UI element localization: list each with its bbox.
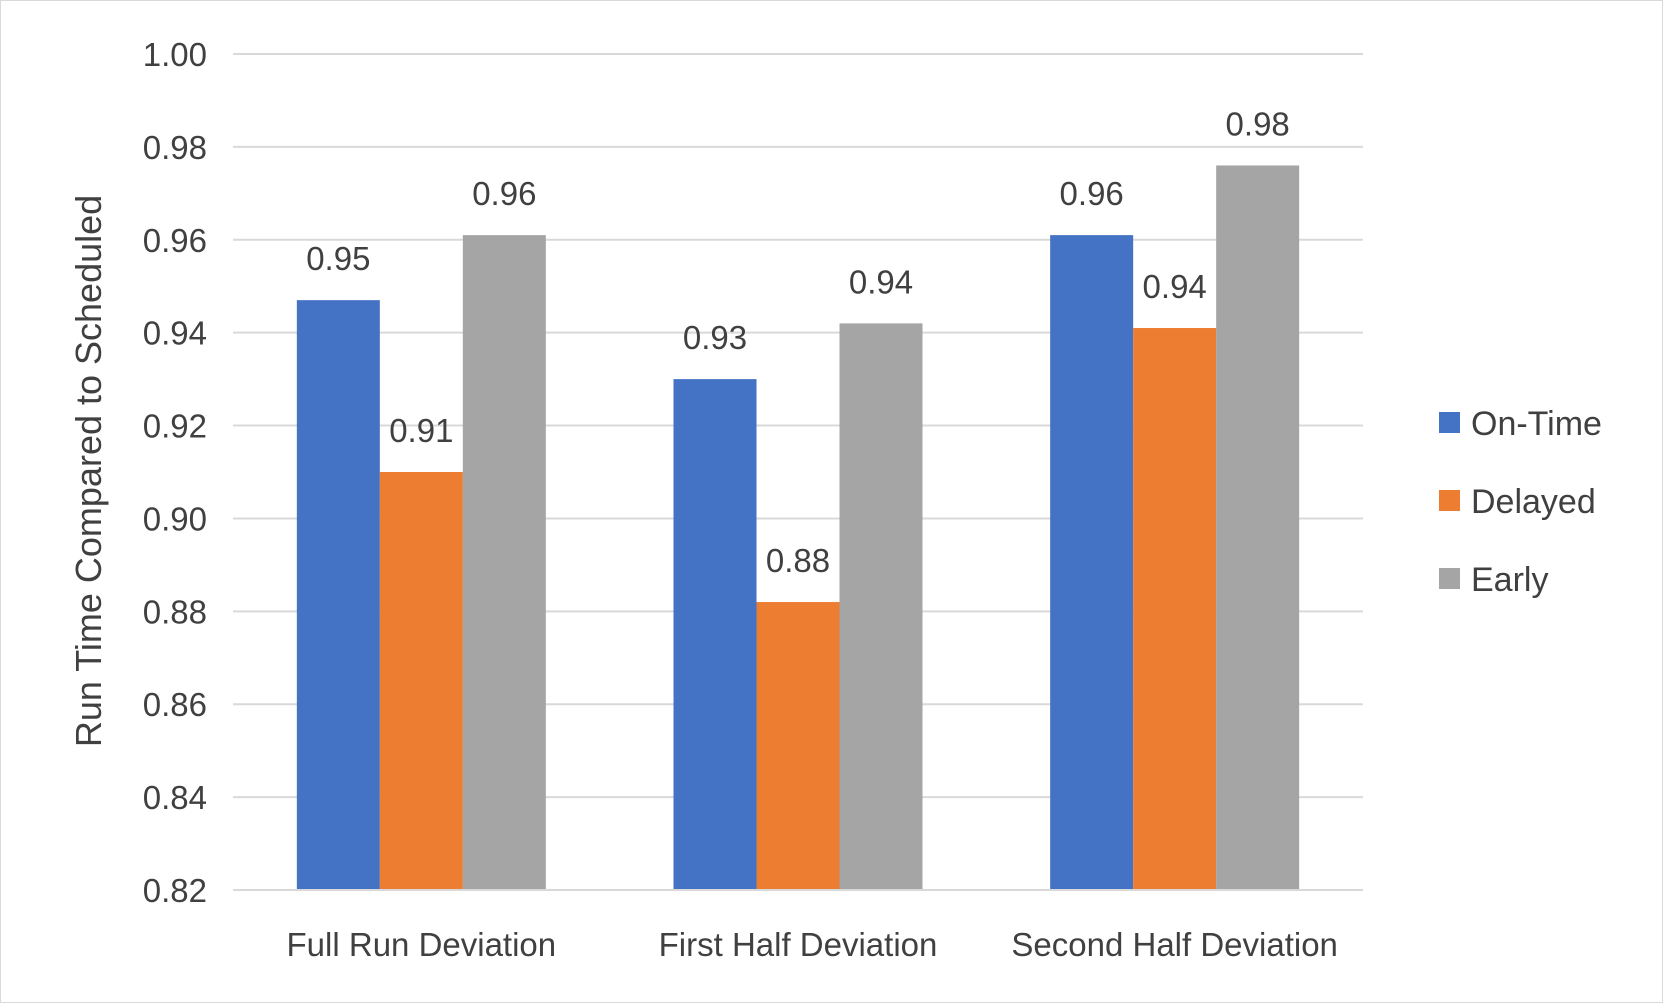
y-tick-label: 0.92 (143, 408, 207, 445)
legend-swatch-early (1439, 568, 1460, 589)
x-category-label: Full Run Deviation (287, 926, 557, 963)
y-tick-label: 0.84 (143, 779, 207, 816)
bars (296, 165, 1300, 891)
bar-early-3 (1216, 165, 1300, 890)
y-tick-label: 0.86 (143, 686, 207, 723)
data-label: 0.98 (1226, 105, 1290, 142)
data-label: 0.96 (472, 175, 536, 212)
y-tick-label: 0.96 (143, 222, 207, 259)
bar-delayed-3 (1133, 328, 1217, 890)
data-label: 0.94 (849, 263, 913, 300)
legend-label: Early (1471, 561, 1548, 599)
y-tick-label: 0.94 (143, 315, 207, 352)
bar-on-time-3 (1050, 235, 1134, 891)
legend: On-Time Delayed Early (1439, 405, 1602, 599)
bar-early-1 (462, 235, 546, 891)
legend-swatch-delayed (1439, 490, 1460, 511)
bar-delayed-1 (379, 472, 463, 890)
data-label: 0.96 (1060, 175, 1124, 212)
legend-swatch-on-time (1439, 412, 1460, 433)
x-category-label: Second Half Deviation (1011, 926, 1338, 963)
data-label: 0.93 (683, 319, 747, 356)
data-labels: 0.95 0.91 0.96 0.93 0.88 0.94 0.96 0.94 0.98 (306, 105, 1290, 579)
x-axis-category-labels: Full Run Deviation First Half Deviation Se… (287, 926, 1338, 963)
bar-on-time-2 (673, 379, 757, 890)
data-label: 0.88 (766, 542, 830, 579)
y-axis-label: Run Time Compared to Scheduled (68, 195, 109, 747)
bar-early-2 (839, 323, 923, 890)
data-label: 0.94 (1143, 268, 1207, 305)
y-tick-label: 0.98 (143, 129, 207, 166)
legend-label: Delayed (1471, 483, 1596, 521)
y-tick-label: 0.88 (143, 593, 207, 630)
y-axis-tick-labels: 0.82 0.84 0.86 0.88 0.90 0.92 0.94 0.96 0.98 1.00 (143, 36, 207, 909)
y-tick-label: 0.82 (143, 872, 207, 909)
data-label: 0.91 (389, 412, 453, 449)
data-label: 0.95 (306, 240, 370, 277)
y-tick-label: 0.90 (143, 500, 207, 537)
legend-label: On-Time (1471, 405, 1602, 443)
x-category-label: First Half Deviation (659, 926, 938, 963)
bar-on-time-1 (296, 300, 380, 891)
y-tick-label: 1.00 (143, 36, 207, 73)
bar-delayed-2 (756, 602, 840, 890)
